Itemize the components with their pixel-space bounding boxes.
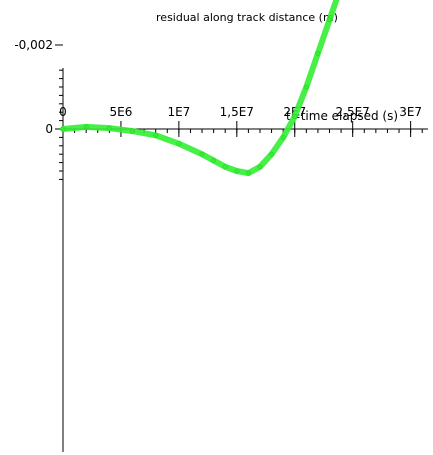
series-point	[176, 141, 182, 147]
chart-title: residual along track distance (m)	[156, 11, 338, 24]
series-point	[292, 113, 298, 119]
series-point	[130, 128, 135, 134]
series-point	[315, 50, 321, 56]
x-tick-label: 0	[59, 105, 67, 119]
series-line-0	[60, 0, 340, 177]
x-tick-label: 3E7	[399, 105, 422, 119]
series-point	[199, 151, 205, 157]
y-tick-label: 0	[45, 122, 53, 136]
series-point	[83, 124, 89, 130]
series-point	[327, 17, 332, 23]
ticks: 0-0,002-0,004-0,00605E61E71,5E72E72,5E73…	[14, 38, 423, 180]
series-point	[153, 132, 159, 138]
series-point	[245, 170, 251, 176]
series-point	[257, 164, 263, 170]
series-point	[60, 126, 66, 132]
series-point	[303, 84, 309, 90]
series-point	[222, 164, 228, 170]
series-point	[211, 158, 217, 163]
x-tick-label: 2,5E7	[336, 105, 370, 119]
series-point	[106, 125, 112, 131]
x-axis-label: t=time elapsed (s)	[286, 109, 398, 123]
y-tick-label: -0,002	[14, 38, 53, 52]
axes	[62, 68, 428, 452]
x-tick-label: 1E7	[167, 105, 190, 119]
series-point	[269, 151, 275, 157]
series-point	[234, 168, 240, 174]
series-layer	[60, 0, 340, 177]
x-tick-label: 5E6	[110, 105, 133, 119]
series-point	[280, 134, 286, 140]
x-tick-label: 1,5E7	[220, 105, 254, 119]
